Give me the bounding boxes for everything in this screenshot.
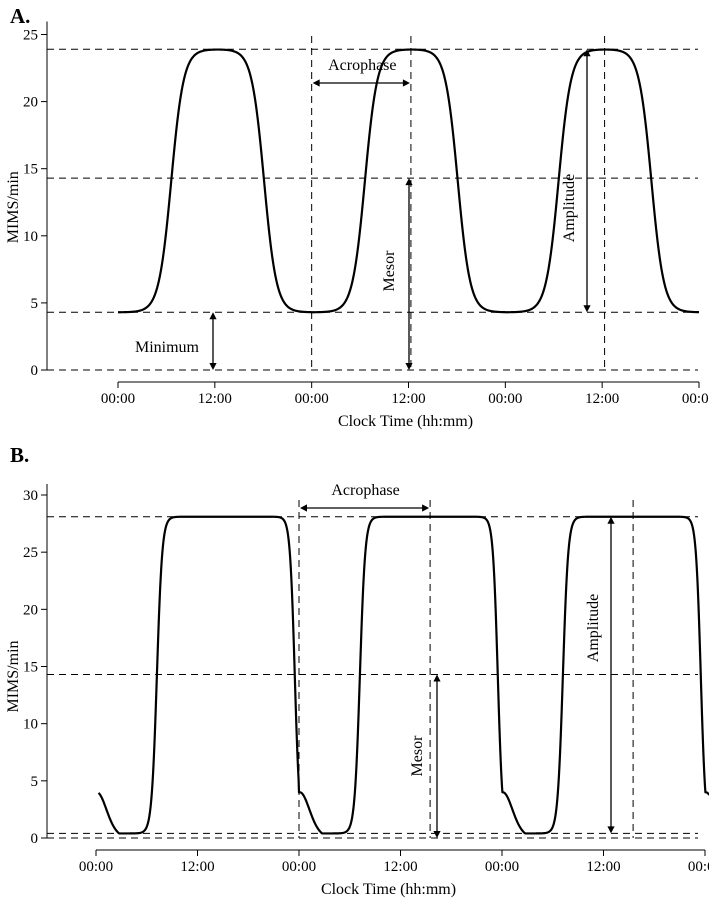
y-tick-label: 10 bbox=[23, 717, 38, 733]
panel-label: B. bbox=[10, 443, 29, 467]
panel-label: A. bbox=[10, 4, 30, 28]
mesor-arrow-head-bottom bbox=[405, 363, 413, 370]
acrophase-arrow-head-right bbox=[402, 79, 410, 87]
y-tick-label: 10 bbox=[23, 229, 38, 245]
y-tick-label: 25 bbox=[23, 28, 38, 44]
acrophase-label: Acrophase bbox=[328, 57, 396, 74]
acrophase-arrow-head-left bbox=[312, 79, 320, 87]
acrophase-arrow-head-right bbox=[422, 504, 430, 512]
panel-b: B. 0 5 10 15 20 25 30 MIMS/min 00:00 12:00 00:00 12:… bbox=[5, 443, 709, 898]
amplitude-arrow-head-bottom bbox=[583, 305, 591, 313]
x-tick-label: 12:00 bbox=[180, 859, 214, 875]
x-tick-label: 00:00 bbox=[79, 859, 113, 875]
x-axis-label: Clock Time (hh:mm) bbox=[321, 881, 456, 898]
y-tick-label: 20 bbox=[23, 602, 38, 618]
x-tick-label: 00:00 bbox=[101, 391, 135, 407]
amplitude-label: Amplitude bbox=[585, 594, 602, 662]
minimum-label: Minimum bbox=[135, 339, 200, 356]
y-tick-label: 20 bbox=[23, 95, 38, 111]
x-tick-label: 00:00 bbox=[682, 391, 709, 407]
y-tick-label: 15 bbox=[23, 660, 38, 676]
y-tick-label: 0 bbox=[31, 831, 39, 847]
y-tick-label: 0 bbox=[31, 363, 39, 379]
y-tick-label: 15 bbox=[23, 162, 38, 178]
mesor-arrow-head-top bbox=[405, 178, 413, 186]
x-tick-label: 00:00 bbox=[282, 859, 316, 875]
y-tick-label: 30 bbox=[23, 488, 38, 504]
mesor-arrow-head-top bbox=[433, 674, 441, 682]
y-tick-label: 5 bbox=[31, 774, 39, 790]
panel-a: A. 0 5 10 15 20 25 MIMS/min 00:00 12:00 00:00 12:00… bbox=[5, 4, 709, 430]
mesor-label: Mesor bbox=[381, 250, 398, 292]
y-axis-label: MIMS/min bbox=[5, 171, 22, 243]
y-axis-label: MIMS/min bbox=[5, 640, 22, 712]
x-tick-label: 00:00 bbox=[488, 391, 522, 407]
amplitude-arrow-head-top bbox=[607, 516, 615, 524]
y-tick-label: 25 bbox=[23, 545, 38, 561]
x-tick-label: 12:00 bbox=[391, 391, 425, 407]
activity-curve bbox=[117, 48, 700, 314]
x-tick-label: 00:00 bbox=[485, 859, 519, 875]
acrophase-label: Acrophase bbox=[331, 482, 399, 499]
x-tick-label: 00:00 bbox=[295, 391, 329, 407]
activity-curve bbox=[97, 515, 709, 835]
mesor-arrow-head-bottom bbox=[433, 831, 441, 838]
x-tick-label: 12:00 bbox=[585, 391, 619, 407]
y-tick-label: 5 bbox=[31, 296, 39, 312]
minimum-arrow-head-bottom bbox=[209, 363, 217, 370]
acrophase-arrow-head-left bbox=[300, 504, 307, 512]
x-tick-label: 12:00 bbox=[586, 859, 620, 875]
mesor-label: Mesor bbox=[409, 735, 426, 777]
minimum-arrow-head-top bbox=[209, 312, 217, 320]
amplitude-arrow-head-top bbox=[583, 49, 591, 57]
x-axis-label: Clock Time (hh:mm) bbox=[338, 413, 473, 430]
x-tick-label: 12:00 bbox=[198, 391, 232, 407]
x-tick-label: 12:00 bbox=[383, 859, 417, 875]
amplitude-arrow-head-bottom bbox=[607, 826, 615, 834]
x-tick-label: 00:00 bbox=[688, 859, 709, 875]
amplitude-label: Amplitude bbox=[561, 174, 578, 242]
